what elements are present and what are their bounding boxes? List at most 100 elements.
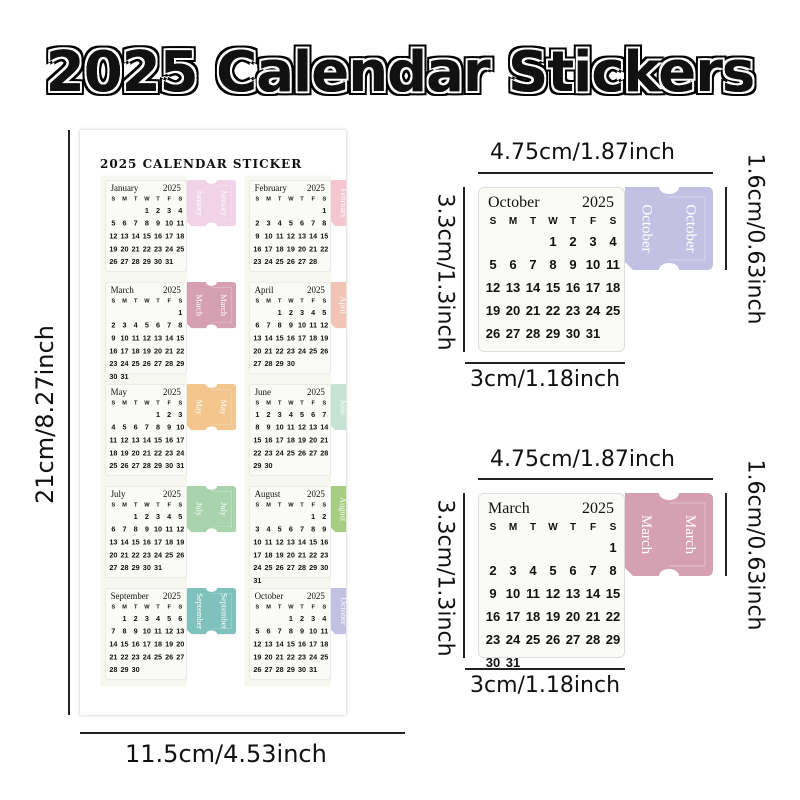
weekday-label: S [111, 400, 116, 407]
day-cell: 16 [286, 333, 295, 343]
tab-label: July [219, 502, 228, 517]
month-tab-march: March March [625, 493, 713, 576]
weekday-label: S [489, 216, 497, 227]
weekday-label: F [167, 196, 171, 203]
day-cell: 3 [144, 614, 149, 623]
day-cell: 22 [253, 448, 262, 458]
day-cell: 12 [297, 423, 307, 432]
day-cell: 21 [297, 550, 307, 560]
weekday-label: M [508, 522, 518, 533]
day-cell: 30 [320, 563, 329, 572]
day-cell: 20 [309, 435, 318, 445]
day-cell: 5 [549, 563, 557, 578]
day-cell: 24 [264, 257, 273, 266]
day-cell: 24 [505, 632, 521, 647]
day-cell: 24 [153, 550, 163, 560]
day-cell: 29 [286, 665, 295, 674]
day-cell: 10 [585, 257, 601, 272]
weekday-label: W [288, 502, 294, 509]
day-cell: 26 [142, 359, 151, 368]
day-cell: 25 [605, 303, 621, 318]
day-cell: 4 [322, 614, 327, 623]
day-cell: 13 [120, 231, 129, 241]
day-cell: 8 [155, 423, 161, 432]
day-cell: 31 [505, 655, 521, 670]
month-year: 2025 [163, 387, 181, 398]
weekday-label: T [277, 400, 282, 407]
tab-label-wrap: September [215, 588, 232, 634]
day-cell: 24 [120, 359, 129, 368]
weekday-label: S [609, 522, 617, 533]
day-cell: 2 [155, 206, 161, 215]
day-cell: 23 [109, 359, 118, 368]
sticker-sheet: 2025 CALENDAR STICKER January 2025 S M T W T F S… [80, 130, 346, 715]
day-cell: 25 [165, 550, 174, 560]
calendar-march: March 2025 S M T W T F S 1 2 3 4 5 6 7 8 9 10 11 12 13 14 15 16 1… [105, 282, 187, 381]
calendar-october: October 2025 S M T W T F S 1 2 3 4 5 6 7 8 9 10 11 12 13 14 15 1… [478, 187, 625, 352]
month-year: 2025 [163, 183, 181, 194]
day-cell: 13 [505, 280, 521, 295]
day-cell: 20 [286, 550, 295, 560]
month-name: June [254, 387, 271, 398]
calendar-august: August 2025 S M T W T F S 1 2 3 4 5 6 7 8 9 10 11 12 13 14 15 16… [249, 486, 331, 585]
day-cell: 12 [176, 525, 185, 534]
day-cell: 4 [266, 525, 271, 534]
day-cell: 19 [545, 609, 561, 624]
weekday-label: W [144, 298, 150, 305]
month-name: October [488, 194, 540, 211]
month-year: 2025 [307, 387, 325, 398]
day-cell: 31 [176, 461, 185, 470]
day-cell: 12 [120, 435, 129, 445]
day-cell: 22 [275, 346, 284, 356]
month-tab-october: October October [625, 187, 713, 270]
day-cell: 9 [111, 333, 116, 343]
tab-shape [331, 588, 346, 635]
weekday-label: T [133, 604, 138, 611]
tab-height-line-2 [725, 493, 727, 576]
day-cell: 15 [153, 435, 163, 445]
weekday-label: S [178, 298, 183, 305]
day-cell: 1 [609, 540, 617, 555]
calendar-march: March 2025 S M T W T F S 1 2 3 4 5 6 7 8 9 10 11 12 13 14 15 16 1… [478, 493, 625, 670]
day-cell: 29 [176, 359, 185, 368]
weekday-label: F [311, 502, 315, 509]
tab-shape [187, 180, 237, 227]
day-cell: 31 [253, 576, 262, 585]
day-cell: 11 [309, 321, 317, 330]
day-cell: 1 [133, 512, 138, 521]
weekday-label: S [322, 502, 327, 509]
tab-label-wrap: October [631, 187, 661, 270]
day-cell: 20 [253, 346, 262, 356]
sheet-width-label: 11.5cm/4.53inch [125, 740, 327, 768]
day-cell: 6 [311, 410, 316, 419]
day-cell: 3 [255, 525, 260, 534]
month-name: March [488, 500, 530, 517]
day-cell: 10 [505, 586, 521, 601]
day-cell: 29 [120, 665, 129, 674]
day-cell: 18 [176, 231, 185, 241]
day-cell: 26 [275, 563, 284, 572]
day-cell: 14 [142, 435, 151, 445]
day-cell: 10 [297, 321, 307, 330]
day-cell: 11 [176, 219, 185, 228]
weekday-label: S [322, 298, 327, 305]
day-cell: 22 [605, 609, 621, 624]
sticker-height-line [463, 187, 465, 352]
day-cell: 26 [297, 448, 307, 458]
day-cell: 1 [178, 308, 183, 317]
day-cell: 2 [266, 410, 271, 419]
tab-label: January [219, 190, 228, 217]
day-cell: 22 [320, 244, 329, 254]
month-name: July [110, 489, 126, 500]
day-cell: 14 [309, 231, 318, 241]
day-cell: 3 [167, 206, 172, 215]
weekday-label: T [569, 216, 577, 227]
day-cell: 21 [165, 346, 174, 356]
day-cell: 1 [549, 234, 557, 249]
day-cell: 10 [275, 423, 284, 432]
day-cell: 16 [264, 435, 273, 445]
weekday-label: F [167, 298, 171, 305]
weekday-label: M [266, 196, 271, 203]
month-year: 2025 [307, 591, 325, 602]
day-cell: 31 [165, 257, 174, 266]
